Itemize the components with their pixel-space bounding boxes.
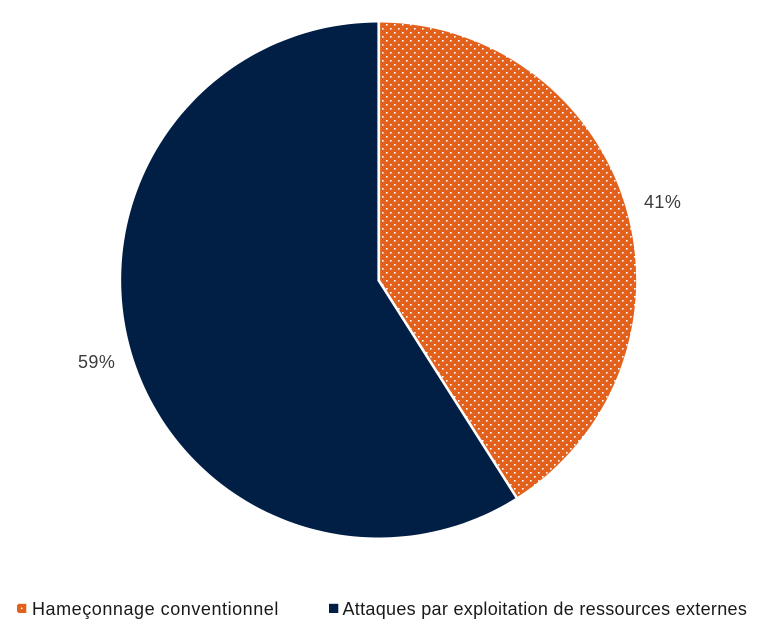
- svg-text:Attaques par exploitation de r: Attaques par exploitation de ressources …: [343, 599, 748, 619]
- svg-text:41%: 41%: [644, 192, 681, 212]
- svg-text:59%: 59%: [78, 352, 115, 372]
- svg-text:Hameçonnage conventionnel: Hameçonnage conventionnel: [32, 599, 279, 619]
